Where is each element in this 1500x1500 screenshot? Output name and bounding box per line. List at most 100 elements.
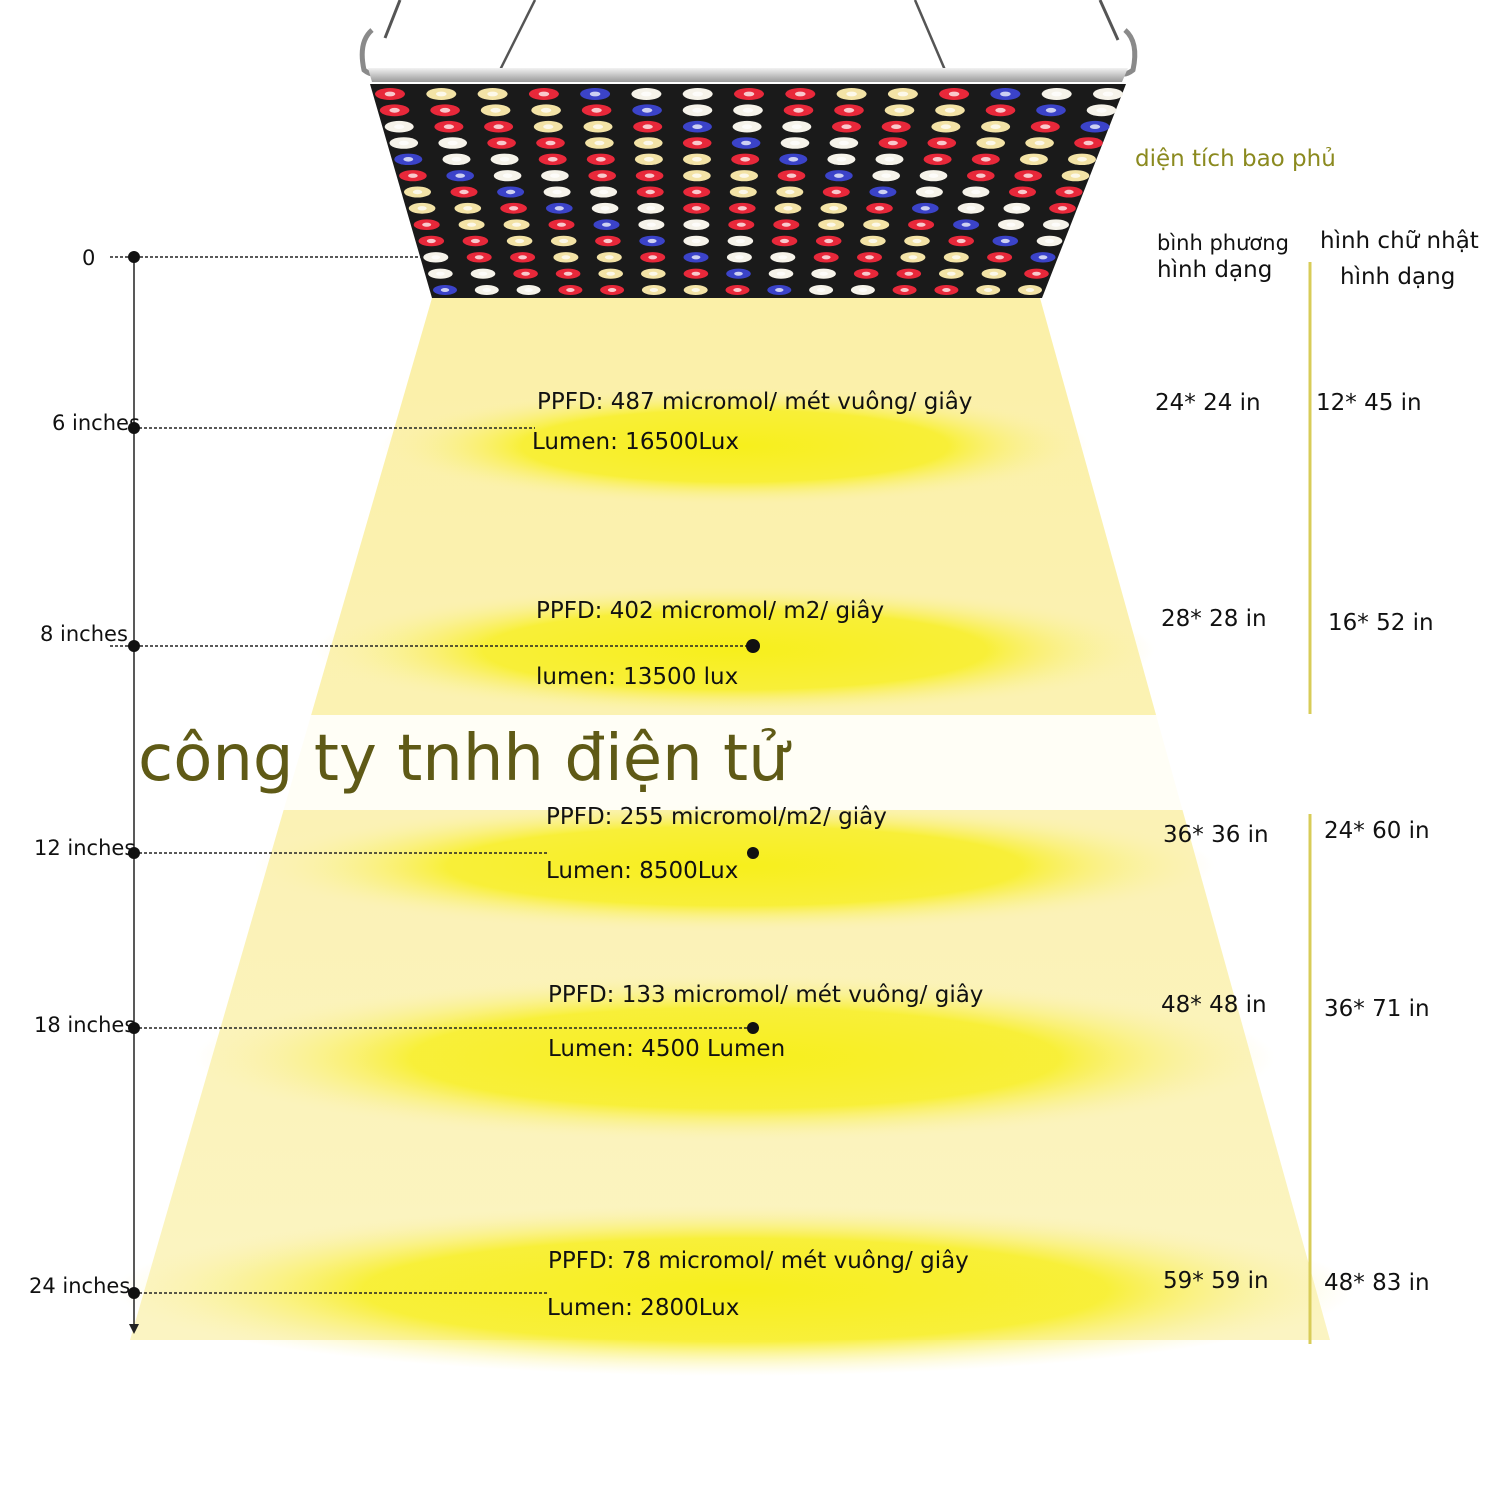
- led-chip-highlight: [440, 288, 450, 292]
- led-chip-highlight: [1029, 157, 1039, 162]
- led-chip-highlight: [692, 157, 702, 162]
- rect-size-18in: 36* 71 in: [1324, 996, 1430, 1022]
- led-chip-highlight: [912, 238, 922, 244]
- led-chip-highlight: [829, 206, 839, 211]
- lumen-18in: Lumen: 4500 Lumen: [548, 1036, 786, 1062]
- led-chip-highlight: [515, 238, 525, 244]
- led-chip-highlight: [1023, 173, 1033, 178]
- led-chip-highlight: [389, 107, 400, 113]
- led-chip-highlight: [940, 124, 952, 129]
- led-chip-highlight: [512, 222, 522, 227]
- led-chip-highlight: [826, 222, 836, 227]
- led-chip-highlight: [743, 91, 755, 97]
- led-chip-highlight: [451, 157, 462, 162]
- square-size-24in: 59* 59 in: [1163, 1268, 1269, 1294]
- led-chip-highlight: [597, 173, 607, 178]
- depth-axis-arrow: [129, 1324, 139, 1334]
- led-chip-highlight: [431, 255, 441, 260]
- ppfd-18in: PPFD: 133 micromol/ mét vuông/ giây: [548, 982, 984, 1008]
- marker-dot-6in: [128, 422, 140, 434]
- led-chip-highlight: [843, 107, 855, 113]
- led-chip-highlight: [1102, 91, 1114, 97]
- led-chip-highlight: [1051, 91, 1062, 97]
- led-chip-highlight: [841, 124, 852, 129]
- led-chip-highlight: [1089, 124, 1101, 129]
- led-chip-highlight: [691, 238, 701, 244]
- led-chip-highlight: [1077, 157, 1087, 162]
- led-chip-highlight: [783, 206, 793, 211]
- led-chip-highlight: [521, 271, 530, 276]
- led-chip-highlight: [734, 271, 743, 276]
- led-chip-highlight: [439, 107, 451, 113]
- led-chip-highlight: [603, 238, 613, 244]
- led-chip-highlight: [733, 288, 742, 292]
- led-chip-highlight: [738, 189, 748, 195]
- lumen-12in: Lumen: 8500Lux: [546, 858, 739, 884]
- led-chip-highlight: [878, 189, 888, 195]
- light-spot-24in: [115, 1204, 1355, 1376]
- led-chip-highlight: [604, 255, 614, 260]
- led-chip-highlight: [598, 189, 609, 195]
- led-chip-highlight: [824, 238, 834, 244]
- led-chip-highlight: [1057, 206, 1068, 211]
- led-chip-highlight: [838, 140, 849, 146]
- led-chip-highlight: [831, 189, 841, 195]
- depth-label-24in: 24 inches: [29, 1274, 131, 1298]
- led-chip-highlight: [985, 140, 996, 146]
- led-chip-highlight: [502, 173, 513, 178]
- led-chip-highlight: [948, 91, 960, 97]
- led-array: [375, 88, 1123, 295]
- led-chip-highlight: [643, 140, 654, 146]
- led-chip-highlight: [916, 222, 926, 227]
- led-chip-highlight: [932, 157, 943, 162]
- led-chip-highlight: [692, 140, 703, 146]
- led-chip-highlight: [644, 157, 654, 162]
- led-chip-highlight: [1083, 140, 1094, 146]
- led-chip-highlight: [976, 173, 986, 178]
- led-chip-highlight: [894, 107, 905, 113]
- lumen-6in: Lumen: 16500Lux: [532, 429, 739, 455]
- led-chip-highlight: [550, 173, 560, 178]
- depth-markers: [110, 256, 753, 1294]
- led-chip-highlight: [547, 157, 558, 162]
- led-chip-highlight: [499, 157, 510, 162]
- rect-size-12in: 24* 60 in: [1324, 818, 1430, 844]
- depth-label-18in: 18 inches: [34, 1013, 136, 1037]
- led-chip-highlight: [1096, 107, 1107, 113]
- led-chip-highlight: [384, 91, 396, 97]
- led-chip-highlight: [966, 206, 976, 211]
- led-chip-highlight: [691, 271, 701, 276]
- marker-dot-18in-end: [747, 1022, 759, 1034]
- led-chip-highlight: [422, 222, 432, 227]
- led-chip-highlight: [790, 140, 800, 146]
- led-chip-highlight: [518, 255, 527, 260]
- led-chip-highlight: [644, 173, 655, 178]
- led-chip-highlight: [646, 206, 656, 211]
- led-chip-highlight: [691, 255, 701, 260]
- hanging-hardware: [359, 0, 1138, 77]
- led-chip-highlight: [1025, 288, 1035, 292]
- led-chip-highlight: [641, 91, 652, 97]
- led-chip-highlight: [865, 255, 874, 260]
- led-chip-highlight: [436, 91, 447, 97]
- led-chip-highlight: [735, 255, 744, 260]
- led-chip-highlight: [691, 222, 701, 227]
- led-chip-highlight: [944, 107, 956, 113]
- led-chip-highlight: [780, 238, 789, 244]
- led-chip-highlight: [647, 238, 657, 244]
- led-chip-highlight: [775, 288, 784, 292]
- led-chip-highlight: [692, 173, 702, 178]
- led-chip-highlight: [821, 255, 831, 260]
- led-chip-highlight: [403, 157, 414, 162]
- led-chip-highlight: [436, 271, 445, 276]
- led-chip-highlight: [692, 91, 703, 97]
- marker-dot-8in: [128, 640, 140, 652]
- led-chip-highlight: [1064, 189, 1074, 195]
- led-chip-highlight: [791, 124, 802, 129]
- led-chip-highlight: [563, 271, 573, 276]
- led-chip-highlight: [947, 271, 956, 276]
- led-chip-highlight: [861, 271, 871, 276]
- led-chip-highlight: [692, 124, 703, 129]
- led-chip-highlight: [1045, 107, 1057, 113]
